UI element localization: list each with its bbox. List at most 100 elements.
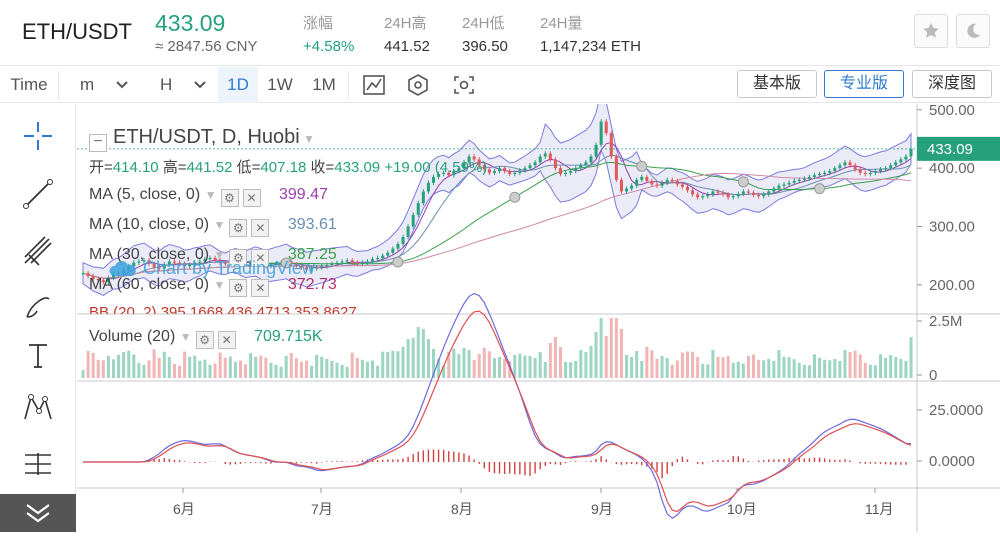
interval-1w[interactable]: 1W (267, 75, 293, 94)
change-label: 涨幅 (303, 15, 334, 32)
close-label: 收= (310, 159, 335, 176)
candle-body (365, 261, 369, 263)
candle-body (548, 153, 552, 160)
volume-bar (315, 354, 319, 378)
measure-tool[interactable] (18, 444, 58, 484)
candle-body (431, 176, 436, 183)
ma5-legend[interactable]: MA (5, close, 0) ▼ ⚙ ✕ 399.47 (89, 186, 328, 207)
settings-icon[interactable]: ⚙ (220, 189, 239, 207)
time-button[interactable]: Time (10, 75, 48, 94)
brush-tool[interactable] (18, 286, 58, 326)
view-depth-button[interactable]: 深度图 (912, 70, 992, 98)
settings-icon[interactable]: ⚙ (229, 249, 248, 267)
pair-title[interactable]: ETH/USDT (22, 19, 132, 44)
close-icon[interactable]: ✕ (251, 249, 270, 267)
trend-line-tool[interactable] (18, 174, 58, 214)
legend-title[interactable]: − ETH/USDT, D, Huobi ▼ (89, 126, 315, 152)
price-chart-svg[interactable]: 500.00 400.00 300.00 200.00 433.09 2.5M 0 25.00… (77, 88, 1000, 533)
volume-bar (838, 361, 842, 378)
candle-body (386, 252, 390, 256)
volume-bar (843, 350, 847, 378)
candle-body (853, 165, 857, 170)
moon-icon (967, 23, 980, 38)
volume-bar (254, 356, 258, 378)
volume-bar (797, 362, 801, 378)
view-basic-button[interactable]: 基本版 (737, 70, 817, 98)
signal-marker (509, 191, 521, 203)
theme-toggle-button[interactable] (956, 14, 990, 48)
volume-bar (533, 358, 537, 378)
hour-select[interactable]: H (142, 67, 216, 103)
interval-1d[interactable]: 1D (218, 67, 258, 103)
volume-bar (660, 356, 664, 378)
volume-bar (823, 359, 827, 378)
view-pro-button[interactable]: 专业版 (824, 70, 904, 98)
low-value: 396.50 (462, 38, 508, 55)
hour-label: H (160, 75, 173, 94)
screenshot-button[interactable] (444, 67, 484, 103)
candle-body (345, 260, 349, 262)
volume-bar (106, 355, 110, 378)
candle-body (518, 170, 522, 173)
candle-body (442, 172, 446, 174)
camera-icon (454, 76, 474, 94)
candle-body (396, 244, 400, 249)
volume-bar (645, 346, 649, 378)
close-icon[interactable]: ✕ (251, 219, 270, 237)
volume-bar (553, 337, 557, 378)
candle-body (193, 262, 197, 265)
collapse-icon[interactable]: − (89, 134, 107, 152)
volume-bar (812, 354, 816, 378)
volume-bar (909, 337, 913, 378)
volume-bar (807, 365, 811, 378)
ma30-legend[interactable]: MA (30, close, 0) ▼ ⚙ ✕ 387.25 (89, 246, 337, 267)
candle-body (355, 262, 359, 264)
volume-bar (279, 366, 283, 378)
settings-icon[interactable]: ⚙ (229, 279, 248, 297)
candle-body (594, 144, 598, 157)
chart-area[interactable]: 500.00 400.00 300.00 200.00 433.09 2.5M 0 25.00… (77, 88, 1000, 533)
minute-select[interactable]: m (64, 67, 138, 103)
candle-body (884, 168, 888, 170)
volume-bar (584, 352, 588, 378)
volume-bar (284, 355, 288, 378)
candle-body (889, 165, 893, 169)
chart-type-button[interactable] (354, 67, 394, 103)
ma60-legend[interactable]: MA (60, close, 0) ▼ ⚙ ✕ 372.73 (89, 276, 337, 297)
volume-label: Volume (20) (89, 328, 176, 345)
line-chart-icon (363, 75, 385, 95)
candle-body (325, 265, 329, 267)
text-tool[interactable] (18, 336, 58, 376)
volume-bar (188, 356, 192, 378)
close-icon[interactable]: ✕ (217, 331, 236, 349)
candle-body (680, 184, 684, 187)
favorite-button[interactable] (914, 14, 948, 48)
volume-bar (365, 361, 369, 378)
settings-icon[interactable]: ⚙ (195, 331, 214, 349)
ma10-legend[interactable]: MA (10, close, 0) ▼ ⚙ ✕ 393.61 (89, 216, 337, 237)
candle-body (625, 188, 629, 192)
volume-bar (523, 355, 527, 378)
volume-bar (320, 356, 324, 378)
candle-body (721, 192, 725, 195)
indicators-button[interactable] (398, 67, 438, 103)
settings-icon[interactable]: ⚙ (229, 219, 248, 237)
candle-body (792, 181, 796, 183)
chevron-down-icon (116, 81, 128, 89)
volume-legend[interactable]: Volume (20) ▼ ⚙ ✕ 709.715K (89, 328, 323, 349)
more-tools-button[interactable] (0, 494, 76, 532)
close-icon[interactable]: ✕ (242, 189, 261, 207)
candle-body (691, 190, 695, 195)
close-icon[interactable]: ✕ (251, 279, 270, 297)
volume-bar (757, 359, 761, 378)
ma5-label: MA (5, close, 0) (89, 186, 201, 203)
candle-body (340, 261, 344, 263)
volume-bar (741, 363, 745, 378)
volume-bar (589, 346, 593, 378)
volume-bar (431, 349, 436, 378)
pattern-tool[interactable] (18, 388, 58, 428)
candle-body (137, 261, 141, 263)
interval-1m[interactable]: 1M (312, 75, 336, 94)
crosshair-tool[interactable] (18, 116, 58, 156)
pitchfork-tool[interactable] (18, 230, 58, 270)
